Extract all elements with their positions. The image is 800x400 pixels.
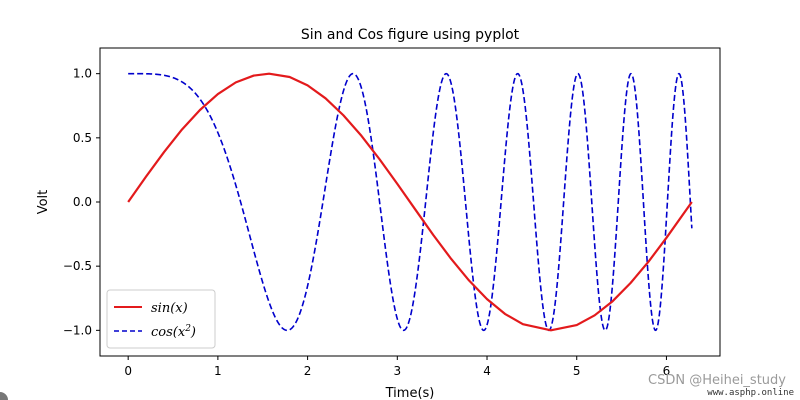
y-tick-label: 1.0	[73, 67, 92, 81]
x-tick-label: 1	[214, 364, 222, 378]
x-axis-label: Time(s)	[385, 386, 435, 400]
x-tick-label: 6	[663, 364, 671, 378]
y-tick-label: −0.5	[63, 259, 92, 273]
legend-label-cos-base: cos(x	[151, 325, 186, 340]
x-tick-label: 3	[393, 364, 401, 378]
x-tick-label: 0	[124, 364, 132, 378]
series-layer	[127, 72, 693, 332]
x-tick-label: 4	[483, 364, 491, 378]
watermark-text: CSDN @Heihei_study	[648, 373, 786, 388]
legend-label-cos-sup: 2	[184, 324, 191, 334]
window-corner	[0, 392, 8, 400]
x-axis: 0 1 2 3 4 5 6	[124, 356, 670, 378]
x-tick-label: 2	[304, 364, 312, 378]
x-tick-label: 5	[573, 364, 581, 378]
watermark-url: www.asphp.online	[707, 388, 794, 398]
legend-label-cos: cos(x2)	[151, 324, 196, 340]
legend-label-sin: sin(x)	[151, 301, 188, 316]
y-tick-label: 0.0	[73, 195, 92, 209]
legend: sin(x) cos(x2)	[106, 289, 216, 349]
series-line-sin	[127, 72, 693, 332]
legend-box	[106, 289, 216, 349]
series-line-cos	[128, 72, 693, 332]
y-axis: −1.0 −0.5 0.0 0.5 1.0	[63, 67, 100, 337]
chart-title: Sin and Cos figure using pyplot	[301, 27, 520, 43]
y-tick-label: −1.0	[63, 323, 92, 337]
legend-label-cos-end: )	[190, 325, 196, 340]
y-axis-label: Volt	[36, 190, 51, 215]
y-tick-label: 0.5	[73, 131, 92, 145]
